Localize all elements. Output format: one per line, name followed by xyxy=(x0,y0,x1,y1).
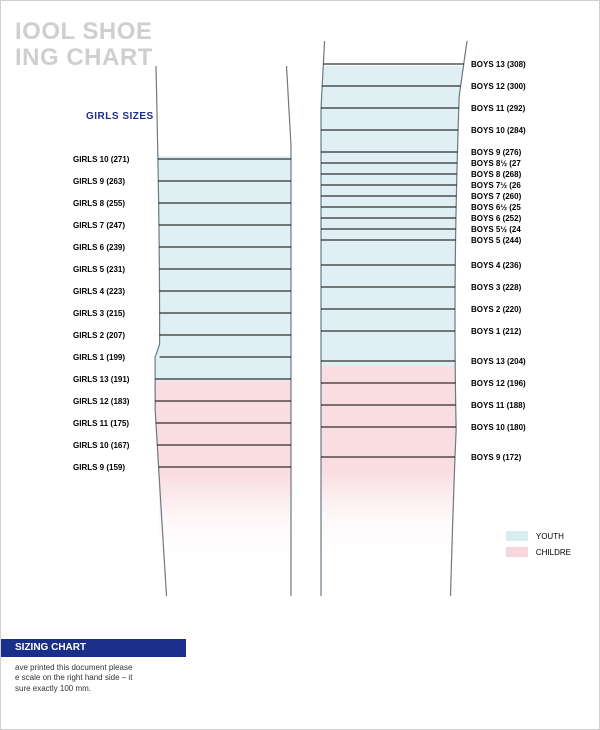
boys-size-label: BOYS 10 (284) xyxy=(471,126,526,135)
girls-size-label: GIRLS 10 (271) xyxy=(73,155,129,164)
sizing-chart-banner: SIZING CHART xyxy=(1,639,186,657)
boys-size-label: BOYS 13 (308) xyxy=(471,60,526,69)
legend-label: YOUTH xyxy=(536,532,564,541)
boys-size-label: BOYS 7½ (26 xyxy=(471,181,521,190)
boys-size-label: BOYS 12 (300) xyxy=(471,82,526,91)
boys-size-label: BOYS 12 (196) xyxy=(471,379,526,388)
girls-size-label: GIRLS 10 (167) xyxy=(73,441,129,450)
legend-label: CHILDRE xyxy=(536,548,571,557)
girls-size-label: GIRLS 4 (223) xyxy=(73,287,125,296)
boys-size-label: BOYS 2 (220) xyxy=(471,305,521,314)
boys-size-label: BOYS 8½ (27 xyxy=(471,159,521,168)
boys-size-label: BOYS 7 (260) xyxy=(471,192,521,201)
girls-size-label: GIRLS 12 (183) xyxy=(73,397,129,406)
boys-size-label: BOYS 3 (228) xyxy=(471,283,521,292)
boys-size-label: BOYS 5½ (24 xyxy=(471,225,521,234)
girls-size-label: GIRLS 5 (231) xyxy=(73,265,125,274)
boys-size-label: BOYS 9 (172) xyxy=(471,453,521,462)
boys-size-label: BOYS 10 (180) xyxy=(471,423,526,432)
sizing-chart-text: ave printed this document pleasee scale … xyxy=(15,663,185,694)
girls-size-label: GIRLS 13 (191) xyxy=(73,375,129,384)
legend-row: YOUTH xyxy=(506,531,571,541)
boys-size-label: BOYS 6 (252) xyxy=(471,214,521,223)
boys-size-label: BOYS 11 (292) xyxy=(471,104,525,113)
legend-swatch-youth xyxy=(506,531,528,541)
boys-size-label: BOYS 11 (188) xyxy=(471,401,525,410)
girls-size-label: GIRLS 8 (255) xyxy=(73,199,125,208)
girls-size-label: GIRLS 1 (199) xyxy=(73,353,125,362)
boys-size-label: BOYS 5 (244) xyxy=(471,236,521,245)
girls-size-label: GIRLS 11 (175) xyxy=(73,419,129,428)
boys-size-label: BOYS 6½ (25 xyxy=(471,203,521,212)
boys-size-label: BOYS 4 (236) xyxy=(471,261,521,270)
girls-size-label: GIRLS 6 (239) xyxy=(73,243,125,252)
boys-size-label: BOYS 1 (212) xyxy=(471,327,521,336)
boys-size-label: BOYS 9 (276) xyxy=(471,148,521,157)
legend: YOUTH CHILDRE xyxy=(506,531,571,563)
legend-swatch-children xyxy=(506,547,528,557)
boys-size-label: BOYS 8 (268) xyxy=(471,170,521,179)
girls-size-label: GIRLS 7 (247) xyxy=(73,221,125,230)
girls-size-label: GIRLS 2 (207) xyxy=(73,331,125,340)
legend-row: CHILDRE xyxy=(506,547,571,557)
boys-size-label: BOYS 13 (204) xyxy=(471,357,526,366)
girls-size-label: GIRLS 9 (159) xyxy=(73,463,125,472)
girls-size-label: GIRLS 3 (215) xyxy=(73,309,125,318)
girls-size-label: GIRLS 9 (263) xyxy=(73,177,125,186)
